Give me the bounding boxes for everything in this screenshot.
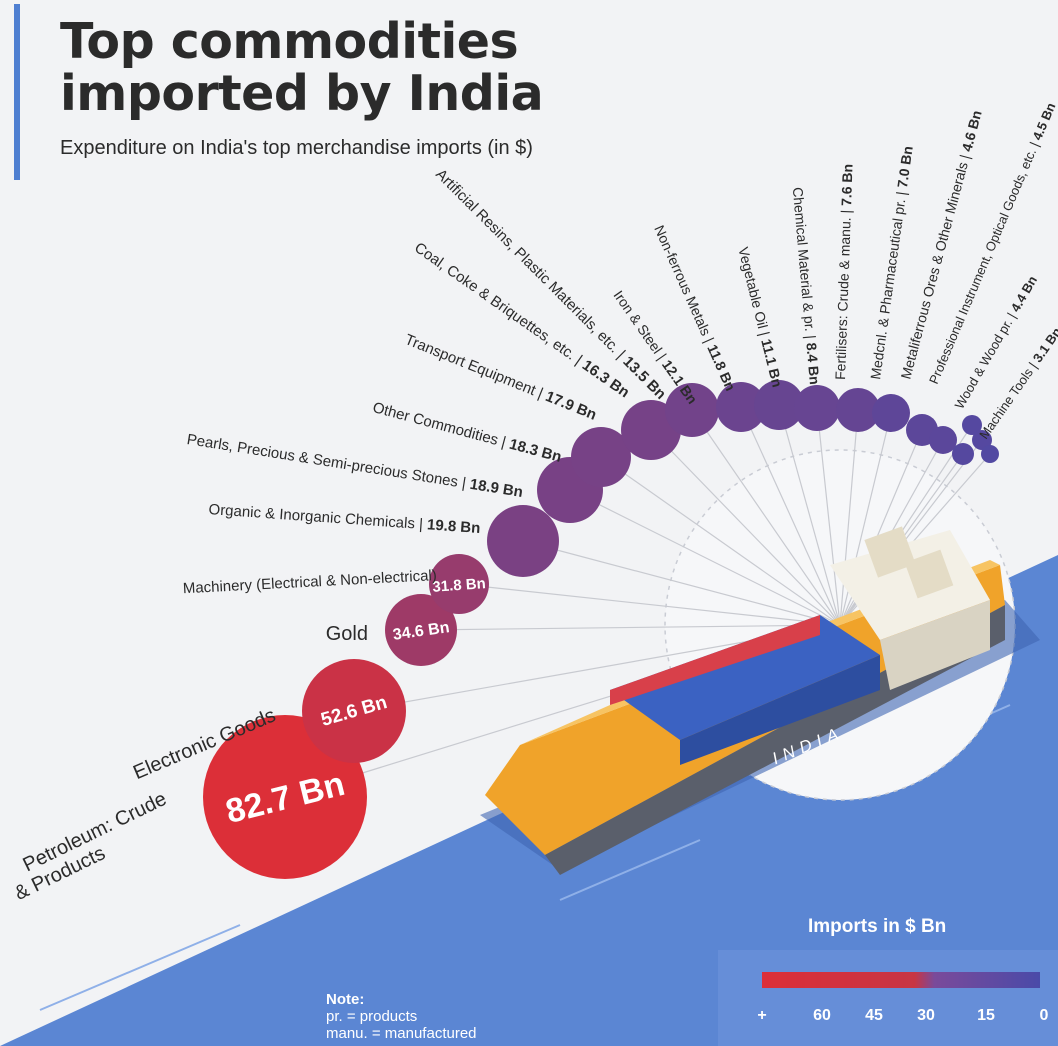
note-heading: Note: (326, 991, 365, 1008)
value-label: 4.6 Bn (958, 109, 984, 154)
legend-tick: 45 (865, 1007, 883, 1024)
bubble (836, 388, 880, 432)
value-label: 17.9 Bn (543, 388, 599, 424)
leader-line (839, 409, 859, 626)
leader-line (569, 489, 841, 626)
leader-line (691, 409, 841, 626)
legend-panel (718, 950, 1058, 1046)
bubble (929, 426, 957, 454)
bubble (794, 385, 840, 431)
legend-ticks: + 60 45 30 15 0 (746, 1007, 1058, 1029)
legend-color-scale (762, 972, 1040, 988)
leader-line (420, 624, 841, 631)
leader-line (458, 583, 841, 626)
bubble (962, 415, 982, 435)
bubble (385, 594, 457, 666)
title-line-1: Top commodities (60, 13, 519, 70)
value-label: 4.4 Bn (1008, 273, 1041, 314)
value-label: 18.3 Bn (507, 436, 563, 466)
note-line: pr. = products (326, 1008, 418, 1025)
bubble (981, 445, 999, 463)
leader-line (650, 429, 841, 626)
note-line: manu. = manufactured (326, 1025, 477, 1042)
title-accent-bar (14, 4, 20, 180)
cargo-ship-illustration: INDIA (480, 526, 1040, 875)
funnel (904, 549, 954, 599)
category-label: Vegetable Oil | 11.1 Bn (735, 245, 785, 388)
category-label: Gold (326, 623, 368, 645)
funnel (864, 526, 916, 578)
leader-line (816, 407, 841, 626)
page-subtitle: Expenditure on India's top merchandise i… (60, 137, 533, 159)
bubble (952, 443, 974, 465)
legend-tick: + (757, 1007, 767, 1024)
value-label: 11.1 Bn (758, 337, 785, 388)
bubble-value-label: 31.8 Bn (432, 575, 486, 596)
leader-line (522, 540, 841, 626)
leader-line (778, 404, 841, 626)
category-label: Organic & Inorganic Chemicals | 19.8 Bn (208, 501, 481, 537)
value-label: 18.9 Bn (469, 476, 524, 501)
bubble (754, 380, 804, 430)
bubble (487, 505, 559, 577)
legend-title: Imports in $ Bn (808, 916, 947, 937)
value-label: 19.8 Bn (426, 516, 480, 537)
legend-tick: 30 (917, 1007, 935, 1024)
category-label: Chemical Material & pr. | 8.4 Bn (790, 186, 823, 385)
bubble (716, 382, 766, 432)
value-label: 11.8 Bn (704, 342, 739, 393)
title-line-2: imported by India (60, 65, 544, 122)
legend-tick: 60 (813, 1007, 831, 1024)
category-label: Other Commodities | 18.3 Bn (371, 399, 564, 466)
container-stack-front (680, 655, 880, 765)
bubble (872, 394, 910, 432)
value-label: 4.5 Bn (1029, 100, 1058, 142)
leader-line (600, 456, 841, 626)
value-label: 3.1 Bn (1030, 325, 1058, 366)
legend-tick: 15 (977, 1007, 995, 1024)
container-stack-blue (610, 615, 880, 740)
value-label: 8.4 Bn (803, 342, 823, 385)
value-label: 7.6 Bn (838, 164, 855, 207)
page-title: Top commodities imported by India (60, 13, 544, 122)
bubble (429, 554, 489, 614)
category-label: Petroleum: Crude& Products (2, 788, 180, 905)
bubble (972, 430, 992, 450)
footnote: Note: pr. = products manu. = manufacture… (326, 991, 477, 1042)
wave-line (39, 924, 241, 1011)
container-stack-red (610, 615, 820, 705)
bubble (203, 715, 367, 879)
leader-line (740, 406, 841, 626)
category-label: Fertilisers: Crude & manu. | 7.6 Bn (832, 164, 856, 380)
bubble (302, 659, 406, 763)
legend-tick: 0 (1039, 1007, 1049, 1024)
bridge-tower (830, 530, 990, 640)
bubble (571, 427, 631, 487)
category-label: Machinery (Electrical & Non-electrical) (182, 567, 437, 597)
bubbles-layer (203, 380, 999, 879)
bubble (665, 383, 719, 437)
value-label: 7.0 Bn (894, 145, 916, 189)
bridge-side (880, 600, 990, 690)
wave-line (559, 839, 701, 901)
